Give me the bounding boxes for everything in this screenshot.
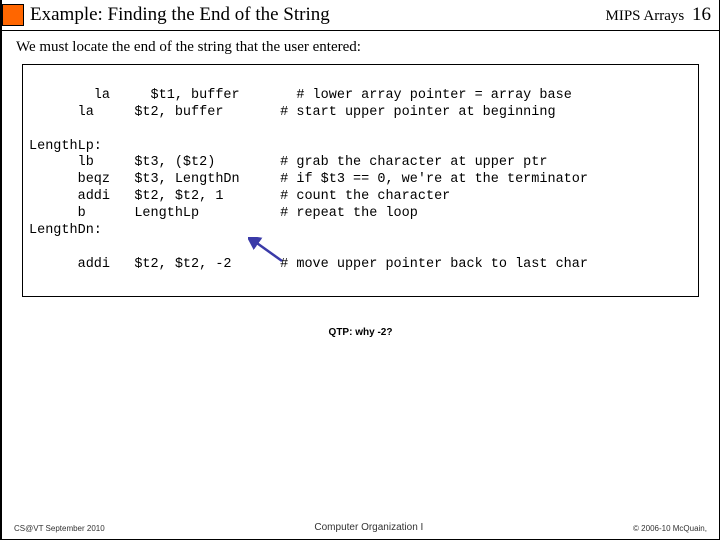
slide-title: Example: Finding the End of the String xyxy=(30,4,605,26)
slide-footer: CS@VT September 2010 Computer Organizati… xyxy=(2,522,719,533)
section-name: MIPS Arrays xyxy=(605,8,684,24)
footer-mid: Computer Organization I xyxy=(314,522,423,533)
section-label: MIPS Arrays 16 xyxy=(605,4,711,26)
footer-right: © 2006-10 McQuain, xyxy=(633,524,707,533)
code-block: la $t1, buffer # lower array pointer = a… xyxy=(22,64,699,297)
page-number: 16 xyxy=(692,4,711,25)
accent-square-icon xyxy=(2,4,24,26)
intro-text: We must locate the end of the string tha… xyxy=(2,31,719,64)
slide-header: Example: Finding the End of the String M… xyxy=(2,0,719,30)
footer-left: CS@VT September 2010 xyxy=(14,524,105,533)
code-content: la $t1, buffer # lower array pointer = a… xyxy=(29,88,588,272)
qtp-note: QTP: why -2? xyxy=(2,327,719,338)
